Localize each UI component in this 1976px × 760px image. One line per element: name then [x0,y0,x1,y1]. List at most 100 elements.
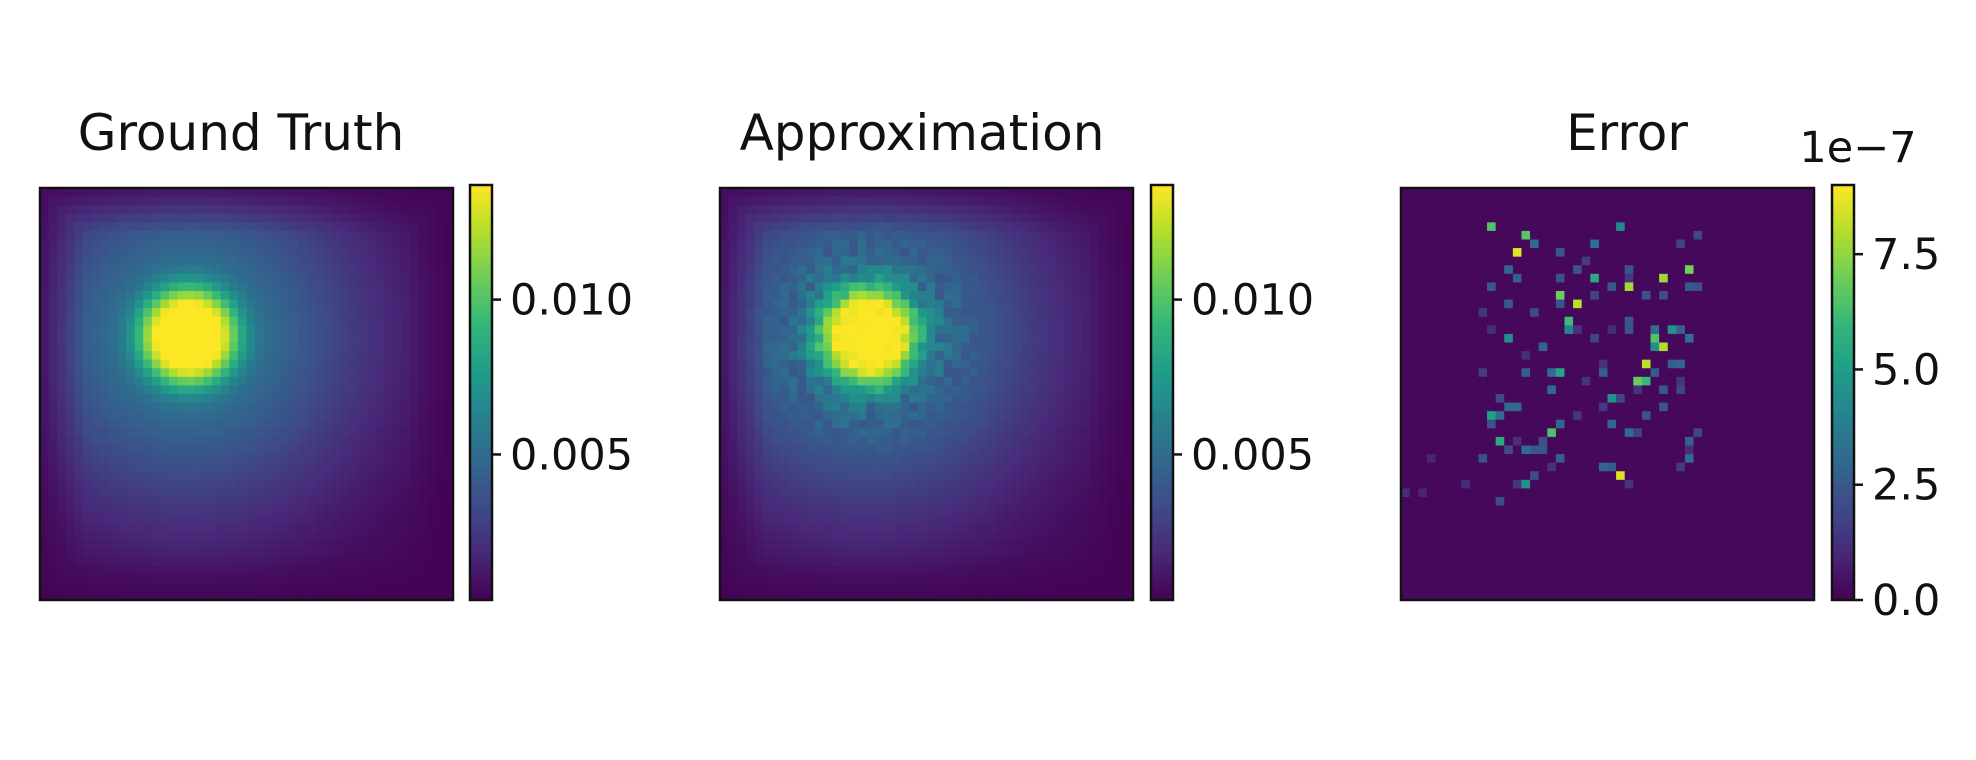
heatmap-cell [969,316,979,326]
colorbar-segment [470,440,492,449]
heatmap-cell [866,308,876,318]
heatmap-cell [237,299,248,309]
heatmap-cell [1770,213,1781,223]
heatmap-cell [960,514,971,524]
heatmap-cell [323,342,334,352]
heatmap-cell [1003,582,1014,593]
heatmap-cell [298,402,308,412]
heatmap-cell [315,291,325,301]
heatmap-cell [745,265,756,275]
heatmap-cell [1012,522,1022,532]
heatmap-cell [143,471,153,481]
heatmap-cell [1012,411,1022,421]
heatmap-cell [384,539,394,550]
heatmap-cell [358,394,368,404]
heatmap-cell [986,548,996,558]
heatmap-cell [1089,488,1100,498]
heatmap-cell [1089,342,1100,352]
heatmap-cell [401,359,411,369]
heatmap-cell [763,428,773,438]
heatmap-cell [840,239,850,249]
heatmap-cell [1107,402,1117,412]
heatmap-cell [177,454,187,464]
heatmap-cell [935,497,945,507]
heatmap-cell [177,248,187,258]
heatmap-cell [892,582,902,593]
heatmap-cell [917,188,928,198]
heatmap-cell [978,273,988,284]
heatmap-cell [986,539,996,550]
heatmap-cell [349,213,359,223]
heatmap-cell [280,325,291,335]
heatmap-cell [926,454,936,464]
heatmap-cell [427,291,437,301]
heatmap-cell [100,299,110,309]
colorbar-segment [470,212,492,221]
heatmap-cell [1012,385,1022,395]
heatmap-cell [788,471,799,481]
heatmap-cell [1064,514,1074,524]
heatmap-cell [272,273,282,284]
heatmap-cell [1081,411,1091,421]
heatmap-cell [737,213,747,223]
heatmap-cell [737,565,747,575]
heatmap-cell [1107,394,1117,404]
heatmap-cell [1590,213,1600,223]
heatmap-cell [237,205,248,215]
heatmap-cell [1055,428,1065,438]
heatmap-cell [728,308,738,318]
heatmap-cell [831,522,842,532]
heatmap-cell [1003,428,1014,438]
heatmap-cell [151,402,162,412]
heatmap-cell [151,505,162,515]
heatmap-cell [134,428,144,438]
heatmap-cell [100,333,110,344]
heatmap-cell [57,196,67,206]
heatmap-cell [995,539,1005,550]
heatmap-cell [203,205,213,215]
heatmap-cell [866,514,876,524]
heatmap-cell [737,308,747,318]
heatmap-cell [91,591,101,601]
heatmap-cell [57,376,67,387]
heatmap-cell [384,574,394,584]
heatmap-cell [212,213,222,223]
heatmap-cell [298,411,308,421]
heatmap-cell [83,376,93,387]
heatmap-cell [48,282,58,292]
heatmap-cell [186,557,196,567]
heatmap-cell [780,445,790,455]
heatmap-cell [220,471,230,481]
heatmap-cell [866,591,876,601]
heatmap-cell [126,265,136,275]
heatmap-cell [771,531,781,541]
heatmap-cell [737,265,747,275]
heatmap-cell [978,445,988,455]
heatmap-cell [883,574,893,584]
heatmap-cell [806,230,816,241]
heatmap-cell [780,316,790,326]
heatmap-cell [91,333,101,344]
heatmap-cell [435,333,445,344]
heatmap-cell [849,539,859,550]
heatmap-cell [366,479,377,490]
heatmap-cell [349,222,359,232]
heatmap-cell [298,471,308,481]
heatmap-cell [366,514,377,524]
heatmap-cell [1055,402,1065,412]
heatmap-cell [237,445,248,455]
heatmap-cell [926,376,936,387]
heatmap-cell [1426,213,1437,223]
heatmap-cell [203,291,213,301]
heatmap-cell [229,188,239,198]
heatmap-cell [874,316,885,326]
heatmap-cell [91,188,101,198]
heatmap-cell [831,479,842,490]
heatmap-cell [960,333,971,344]
heatmap-cell [952,188,962,198]
heatmap-cell [771,308,781,318]
heatmap-cell [427,479,437,490]
heatmap-cell [444,359,454,369]
heatmap-cell [126,574,136,584]
heatmap-cell [814,428,824,438]
